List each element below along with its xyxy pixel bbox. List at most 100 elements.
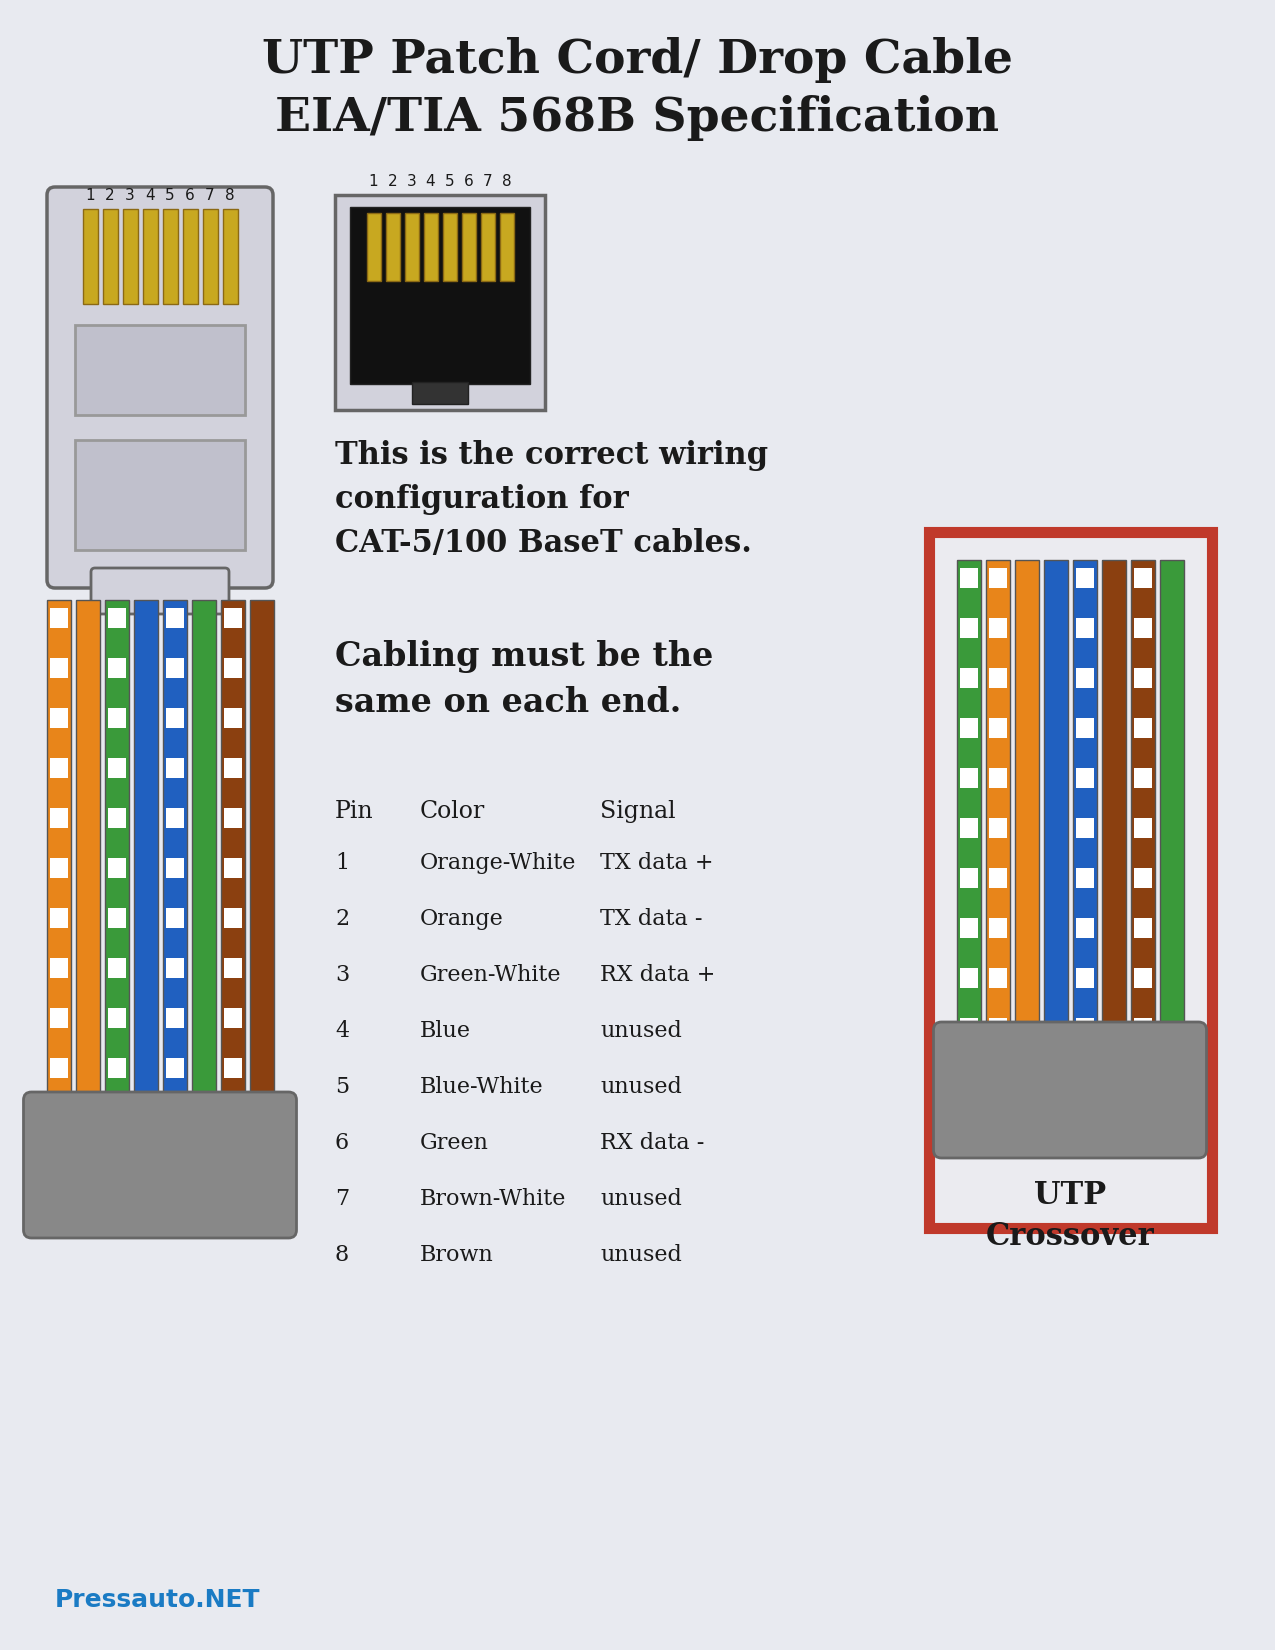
Bar: [107, 1058, 125, 1077]
Bar: [122, 210, 138, 304]
Bar: [1133, 668, 1151, 688]
Bar: [223, 959, 241, 978]
Bar: [1076, 818, 1094, 838]
Text: TX data +: TX data +: [601, 851, 714, 874]
Text: 8: 8: [501, 173, 511, 188]
Bar: [105, 601, 129, 1120]
Bar: [166, 808, 184, 828]
Bar: [956, 559, 980, 1049]
Text: unused: unused: [601, 1244, 682, 1266]
Bar: [1133, 568, 1151, 587]
Bar: [50, 1008, 68, 1028]
Bar: [385, 213, 399, 280]
Text: 5: 5: [445, 173, 454, 188]
Bar: [335, 195, 544, 409]
Bar: [50, 757, 68, 779]
Bar: [107, 808, 125, 828]
Bar: [412, 383, 468, 404]
Bar: [1015, 559, 1039, 1049]
Bar: [223, 708, 241, 728]
Bar: [1076, 969, 1094, 988]
Bar: [960, 619, 978, 639]
Text: EIA/TIA 568B Specification: EIA/TIA 568B Specification: [275, 96, 1000, 140]
Bar: [107, 607, 125, 629]
Bar: [986, 559, 1010, 1049]
Text: Brown: Brown: [419, 1244, 493, 1266]
Text: UTP
Crossover: UTP Crossover: [986, 1180, 1154, 1252]
Bar: [166, 858, 184, 878]
Bar: [1076, 767, 1094, 789]
Bar: [223, 1008, 241, 1028]
Bar: [960, 818, 978, 838]
Bar: [1133, 718, 1151, 738]
Bar: [107, 708, 125, 728]
Bar: [423, 213, 437, 280]
Bar: [988, 969, 1006, 988]
Bar: [1015, 559, 1039, 1049]
Bar: [75, 601, 99, 1120]
FancyBboxPatch shape: [933, 1021, 1206, 1158]
Bar: [1131, 559, 1154, 1049]
Bar: [83, 210, 97, 304]
Bar: [1076, 917, 1094, 937]
Bar: [166, 708, 184, 728]
Bar: [50, 658, 68, 678]
Text: Pressauto.NET: Pressauto.NET: [55, 1587, 260, 1612]
Text: Blue: Blue: [419, 1020, 470, 1043]
Bar: [1076, 1018, 1094, 1038]
Bar: [166, 1008, 184, 1028]
Bar: [50, 1058, 68, 1077]
Text: 5: 5: [166, 188, 175, 203]
Text: 3: 3: [335, 964, 349, 987]
Text: Pin: Pin: [335, 800, 374, 823]
Text: 7: 7: [483, 173, 492, 188]
FancyBboxPatch shape: [91, 568, 230, 614]
Bar: [223, 858, 241, 878]
Bar: [250, 601, 274, 1120]
Bar: [1133, 917, 1151, 937]
Text: 1: 1: [368, 173, 379, 188]
Bar: [75, 441, 245, 549]
Bar: [134, 601, 158, 1120]
Bar: [166, 757, 184, 779]
Text: 6: 6: [335, 1132, 349, 1153]
Bar: [50, 607, 68, 629]
Bar: [143, 210, 158, 304]
Bar: [960, 668, 978, 688]
Bar: [988, 818, 1006, 838]
Bar: [166, 1058, 184, 1077]
Bar: [1076, 668, 1094, 688]
Bar: [1076, 619, 1094, 639]
Bar: [166, 908, 184, 927]
Bar: [462, 213, 476, 280]
Bar: [1131, 559, 1154, 1049]
Bar: [221, 601, 245, 1120]
Text: 4: 4: [335, 1020, 349, 1043]
Bar: [988, 1018, 1006, 1038]
Text: 6: 6: [185, 188, 195, 203]
Text: Orange-White: Orange-White: [419, 851, 576, 874]
Bar: [50, 908, 68, 927]
Bar: [1102, 559, 1126, 1049]
Bar: [166, 658, 184, 678]
Bar: [960, 568, 978, 587]
FancyBboxPatch shape: [47, 186, 273, 587]
Bar: [203, 210, 218, 304]
Bar: [162, 601, 186, 1120]
Bar: [500, 213, 514, 280]
Bar: [1159, 559, 1183, 1049]
Text: 4: 4: [426, 173, 435, 188]
Text: 4: 4: [145, 188, 154, 203]
Bar: [223, 908, 241, 927]
Bar: [960, 767, 978, 789]
Bar: [1133, 1018, 1151, 1038]
Bar: [107, 959, 125, 978]
Bar: [960, 969, 978, 988]
Bar: [960, 1018, 978, 1038]
Text: 8: 8: [226, 188, 235, 203]
Bar: [166, 959, 184, 978]
Bar: [75, 601, 99, 1120]
FancyBboxPatch shape: [23, 1092, 297, 1238]
Text: Signal: Signal: [601, 800, 676, 823]
Text: Cabling must be the
same on each end.: Cabling must be the same on each end.: [335, 640, 714, 719]
